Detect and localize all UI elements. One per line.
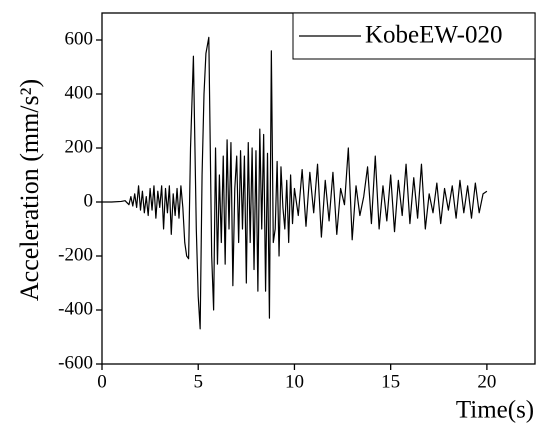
x-tick-label: 0 bbox=[97, 371, 107, 392]
x-tick-label: 20 bbox=[477, 371, 496, 392]
x-tick-label: 5 bbox=[193, 371, 203, 392]
y-tick-label: -400 bbox=[58, 298, 93, 319]
y-axis-label: Acceleration (mm/s²) bbox=[15, 79, 44, 301]
y-tick-label: -600 bbox=[58, 352, 93, 373]
data-line bbox=[102, 36, 488, 330]
y-tick-label: 600 bbox=[65, 28, 94, 49]
y-tick-label: 0 bbox=[84, 190, 94, 211]
x-tick-label: 10 bbox=[285, 371, 304, 392]
y-tick-label: 200 bbox=[65, 136, 94, 157]
x-tick-label: 15 bbox=[381, 371, 400, 392]
y-tick-label: 400 bbox=[65, 82, 94, 103]
x-axis-label: Time(s) bbox=[456, 397, 534, 424]
y-tick-label: -200 bbox=[58, 244, 93, 265]
legend-label: KobeEW-020 bbox=[365, 22, 502, 49]
